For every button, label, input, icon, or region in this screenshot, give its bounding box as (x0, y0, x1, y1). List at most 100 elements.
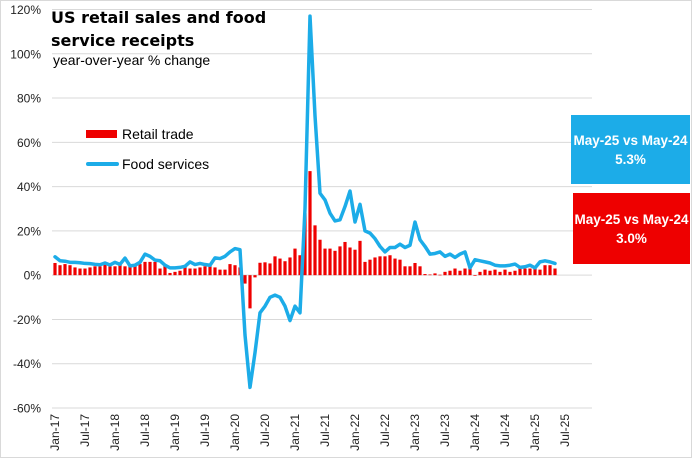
bar-retail-trade (173, 271, 177, 276)
bar-retail-trade (538, 269, 542, 276)
bar-retail-trade (378, 256, 382, 276)
bar-retail-trade (183, 266, 187, 276)
bar-retail-trade (163, 265, 167, 276)
legend-retail-trade: Retail trade (86, 126, 194, 142)
x-tick-label: Jul-25 (558, 414, 572, 447)
bar-retail-trade (368, 259, 372, 276)
chart-title: US retail sales and food service receipt… (51, 8, 267, 50)
bar-retail-trade (513, 270, 517, 276)
bar-retail-trade (193, 268, 197, 276)
x-tick-label: Jan-19 (168, 414, 182, 451)
bar-retail-trade (148, 261, 152, 276)
bar-retail-trade (228, 264, 232, 276)
x-tick-label: Jul-17 (78, 414, 92, 447)
bar-retail-trade (413, 262, 417, 276)
bar-retail-trade (463, 268, 467, 276)
bar-retail-trade (218, 269, 222, 276)
bar-retail-trade (283, 261, 287, 276)
chart-subtitle: year-over-year % change (53, 52, 211, 68)
bar-retail-trade (473, 275, 477, 276)
bar-retail-trade (123, 266, 127, 276)
bar-retail-trade (188, 268, 192, 276)
line-food-services (53, 14, 557, 390)
y-tick-label: 60% (17, 136, 41, 150)
bar-retail-trade (313, 225, 317, 276)
y-tick-label: -60% (13, 402, 41, 416)
bar-retail-trade (458, 270, 462, 276)
x-tick-label: Jul-24 (498, 414, 512, 447)
bar-retail-trade (408, 266, 412, 276)
bar-retail-trade (503, 269, 507, 276)
bar-retail-trade (308, 171, 312, 276)
bar-retail-trade (403, 266, 407, 276)
bar-retail-trade (553, 268, 557, 276)
x-tick-label: Jul-22 (378, 414, 392, 447)
x-tick-label: Jan-20 (228, 414, 242, 451)
bar-retail-trade (428, 274, 432, 276)
bar-retail-trade (533, 267, 537, 276)
food-services-callout: May-25 vs May-24 5.3% (571, 115, 690, 184)
bar-retail-trade (328, 248, 332, 276)
y-tick-label: -40% (13, 357, 41, 371)
bar-retail-trade (508, 271, 512, 276)
callout-retail-period: May-25 vs May-24 (574, 211, 689, 227)
x-tick-label: Jan-25 (528, 414, 542, 451)
bar-retail-trade (93, 266, 97, 276)
bar-retail-trade (103, 264, 107, 276)
bar-retail-trade (453, 268, 457, 276)
bar-retail-trade (448, 270, 452, 276)
x-tick-label: Jul-23 (438, 414, 452, 447)
x-tick-label: Jan-21 (288, 414, 302, 451)
bar-retail-trade (293, 248, 297, 276)
bar-retail-trade (358, 240, 362, 276)
y-tick-label: 120% (10, 3, 41, 17)
x-tick-label: Jan-23 (408, 414, 422, 451)
y-tick-label: -20% (13, 313, 41, 327)
bar-retail-trade (543, 265, 547, 276)
bar-retail-trade (483, 269, 487, 276)
x-tick-label: Jul-19 (198, 414, 212, 447)
legend-food-services: Food services (86, 156, 209, 172)
bar-retail-trade (208, 266, 212, 276)
bar-retail-trade (548, 265, 552, 276)
x-tick-label: Jul-20 (258, 414, 272, 447)
bar-retail-trade (138, 264, 142, 276)
bar-retail-trade (253, 275, 257, 278)
bar-retail-trade (118, 264, 122, 276)
bar-retail-trade (383, 256, 387, 276)
bar-retail-trade (348, 247, 352, 276)
y-tick-label: 80% (17, 92, 41, 106)
x-tick-label: Jan-17 (48, 414, 62, 451)
bar-retail-trade (198, 267, 202, 276)
bar-retail-trade (243, 275, 247, 284)
bar-retail-trade (478, 271, 482, 276)
bar-retail-trade (493, 269, 497, 276)
legend-swatch-food (86, 162, 119, 166)
y-tick-label: 100% (10, 47, 41, 61)
bar-retail-trade (388, 255, 392, 276)
bar-retail-trade (363, 261, 367, 276)
bar-retail-trade (213, 267, 217, 276)
bar-retail-trade (273, 256, 277, 276)
legend-label-retail: Retail trade (122, 126, 194, 142)
retail-trade-callout: May-25 vs May-24 3.0% (573, 193, 690, 264)
bar-retail-trade (153, 261, 157, 276)
bar-retail-trade (168, 272, 172, 276)
x-tick-label: Jan-22 (348, 414, 362, 451)
x-tick-label: Jan-24 (468, 414, 482, 451)
callout-retail-value: 3.0% (616, 230, 647, 246)
bar-retail-trade (488, 270, 492, 276)
callout-food-period: May-25 vs May-24 (573, 132, 688, 148)
bar-retail-trade (373, 257, 377, 276)
legend-swatch-retail (86, 130, 117, 138)
bar-retail-trade (78, 268, 82, 276)
bar-retail-trade (498, 271, 502, 276)
x-tick-label: Jan-18 (108, 414, 122, 451)
bar-retail-trade (333, 250, 337, 276)
y-tick-label: 20% (17, 224, 41, 238)
bar-retail-trade (108, 266, 112, 276)
bar-retail-trade (398, 259, 402, 276)
bar-retail-trade (203, 266, 207, 276)
bar-retail-trade (418, 266, 422, 276)
